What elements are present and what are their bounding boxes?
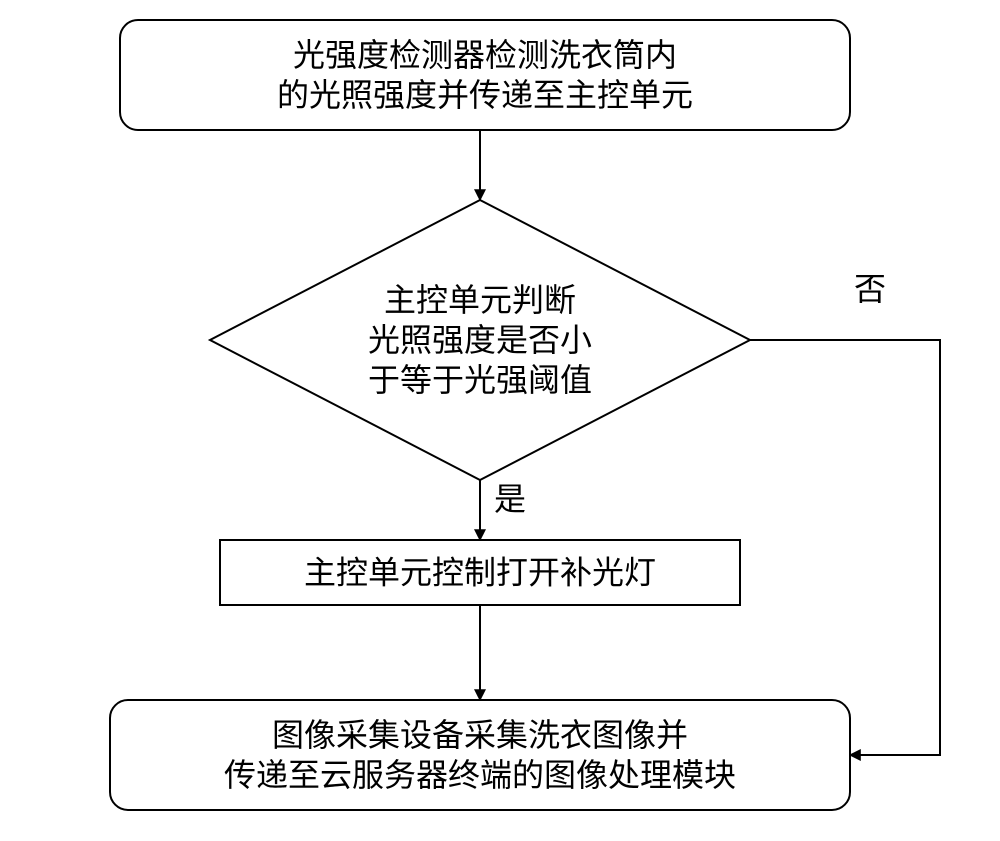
edge-label-2: 否 xyxy=(854,271,886,307)
decision-text: 主控单元判断光照强度是否小于等于光强阈值 xyxy=(368,282,592,398)
edge-2 xyxy=(750,340,940,755)
step2-text: 主控单元控制打开补光灯 xyxy=(304,555,656,591)
edge-label-1: 是 xyxy=(494,481,526,517)
